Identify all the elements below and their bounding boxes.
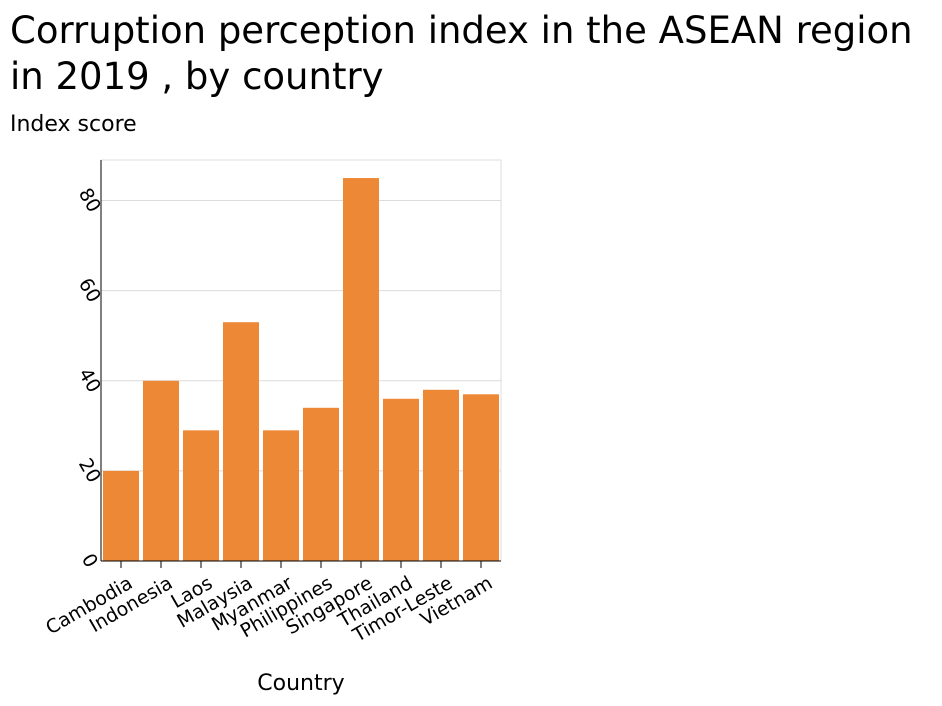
bar: [263, 430, 299, 561]
bar: [463, 394, 499, 561]
bar: [383, 398, 419, 561]
y-tick-label: 20: [74, 455, 105, 487]
y-tick-label: 40: [74, 365, 105, 397]
y-tick-labels: 0 20 40 60 80: [74, 184, 105, 571]
y-tick-label: 60: [74, 274, 105, 306]
axes: [100, 160, 501, 568]
bar: [223, 322, 259, 561]
y-tick-label: 0: [77, 550, 102, 571]
chart-title: Corruption perception index in the ASEAN…: [10, 9, 913, 99]
bar: [303, 407, 339, 561]
x-axis-label: Country: [257, 671, 344, 696]
x-tick-labels: CambodiaIndonesiaLaosMalaysiaMyanmarPhil…: [42, 572, 496, 647]
bar: [183, 430, 219, 561]
bars: [103, 178, 499, 562]
bar: [423, 389, 459, 561]
bar: [343, 178, 379, 562]
y-tick-label: 80: [74, 184, 105, 216]
bar: [143, 380, 179, 561]
bar: [103, 470, 139, 561]
y-axis-label: Index score: [10, 112, 137, 137]
